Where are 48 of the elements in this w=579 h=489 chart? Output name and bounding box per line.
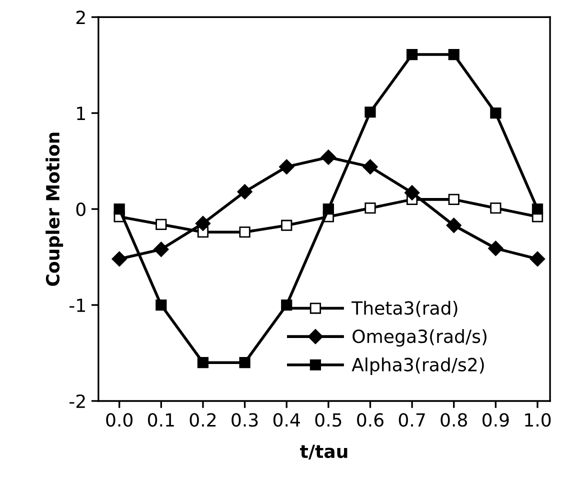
x-tick-label: 0.6	[357, 413, 384, 427]
point	[322, 203, 334, 215]
point	[364, 106, 376, 118]
point	[112, 251, 127, 267]
point	[490, 202, 502, 214]
point	[448, 194, 460, 206]
point	[197, 357, 209, 368]
x-tick-label: 0.3	[232, 413, 258, 427]
point	[156, 218, 167, 230]
point	[488, 240, 504, 256]
point	[281, 220, 292, 231]
x-tick-label: 0.0	[106, 413, 132, 427]
legend-label: Omega3(rad/s)	[352, 329, 486, 347]
y-tick-label: -2	[70, 394, 85, 408]
y-tick-label: 1	[77, 106, 85, 120]
x-tick-label: 0.4	[273, 413, 300, 427]
legend-label: Alpha3(rad/s2)	[352, 357, 484, 375]
point	[154, 242, 169, 257]
point	[404, 185, 420, 200]
point	[362, 159, 378, 174]
point	[364, 202, 376, 214]
y-tick-label: 0	[76, 202, 86, 216]
x-tick-label: 0.8	[440, 413, 467, 427]
point	[448, 48, 460, 60]
point	[195, 216, 211, 232]
y-tick-label: -1	[70, 298, 85, 312]
x-tick-label: 0.5	[315, 413, 342, 427]
y-axis-title: Coupler Motion	[46, 132, 64, 286]
point	[490, 108, 502, 119]
y-tick-label: 2	[76, 10, 85, 24]
x-tick-label: 0.7	[398, 413, 425, 427]
point	[237, 184, 252, 200]
point	[406, 48, 418, 60]
point	[320, 150, 336, 165]
point	[532, 203, 544, 215]
point	[114, 203, 125, 215]
x-axis-title: t/tau	[300, 444, 348, 460]
point	[279, 159, 294, 174]
x-tick-label: 0.1	[148, 413, 174, 427]
point	[156, 299, 167, 311]
point	[239, 226, 250, 238]
point	[239, 357, 250, 368]
legend-label: Theta3(rad)	[352, 300, 458, 317]
point	[446, 218, 462, 233]
point	[530, 251, 546, 267]
x-tick-label: 1.0	[525, 413, 551, 427]
x-tick-label: 0.2	[190, 413, 216, 427]
x-tick-label: 0.9	[482, 413, 509, 427]
